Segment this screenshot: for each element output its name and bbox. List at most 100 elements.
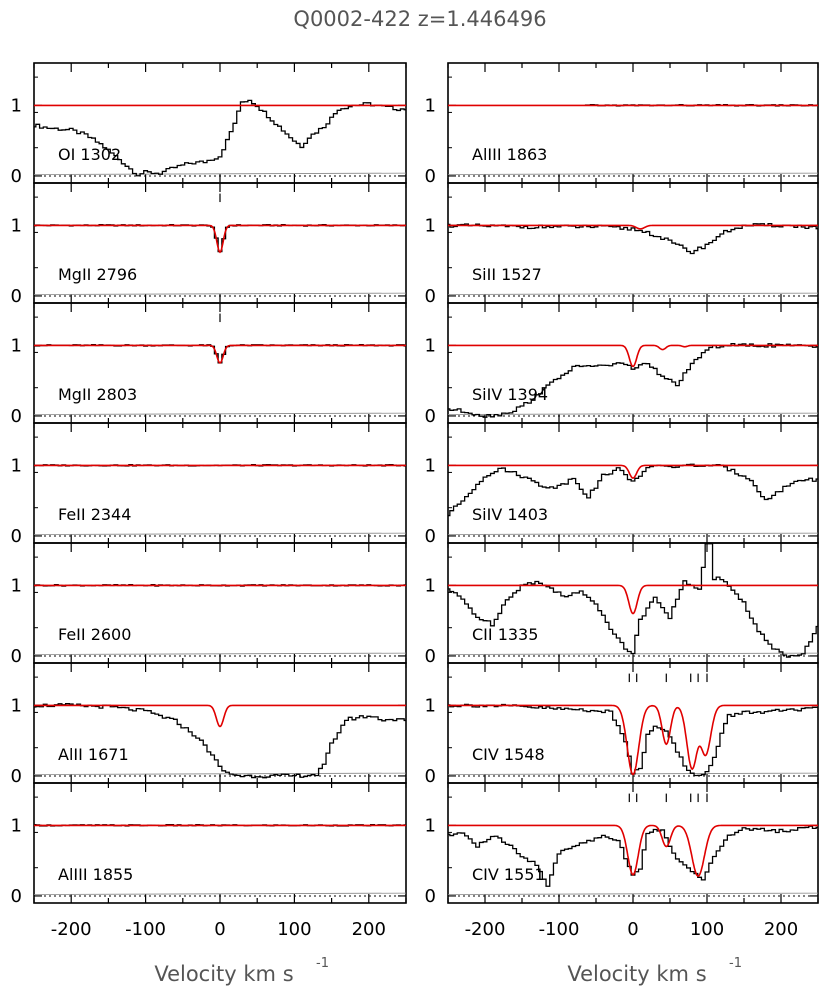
flux-spectrum [448,342,818,418]
y-tick-label: 0 [425,526,436,547]
flux-spectrum [448,543,818,658]
panel-ion-label: SiIV 1394 [472,385,548,404]
y-tick-label: 1 [11,455,22,476]
spectrum-panel: 1 0 OI 1302 [11,62,407,187]
spectrum-panel: 1 0 AlIII 1855 [11,782,407,907]
panel-ion-label: CIV 1551 [472,865,545,884]
x-tick-label: -200 [465,919,506,940]
error-spectrum-line [447,892,819,895]
panel-frame [33,782,407,904]
spectrum-panel: 1 0 AlIII 1863 [425,62,819,187]
y-tick-label: 1 [425,695,436,716]
model-fit-line [448,584,818,615]
y-tick-label: 0 [11,766,22,787]
y-tick-label: 1 [425,215,436,236]
y-tick-label: 1 [425,95,436,116]
x-tick-label: 100 [277,919,311,940]
model-fit-line [448,224,818,230]
panel-ion-label: CII 1335 [472,625,538,644]
y-tick-label: 1 [425,575,436,596]
x-tick-label: 100 [690,919,724,940]
flux-spectrum [448,222,818,255]
figure-title: Q0002-422 z=1.446496 [293,7,546,31]
x-axis-title: Velocity km s [154,962,293,986]
model-fit-line [34,344,406,364]
panel-ion-label: AlIII 1855 [58,865,133,884]
spectrum-panel: 1 0 CIV 1551 [425,782,819,907]
panel-frame [447,422,819,544]
panel-frame [33,62,407,184]
error-spectrum-line [33,172,407,175]
flux-spectrum [34,99,406,177]
flux-spectrum [448,463,818,517]
panel-ion-label: FeII 2600 [58,625,131,644]
error-spectrum-line [447,172,819,175]
spectrum-panel: 1 0 FeII 2600 [11,542,407,667]
y-tick-label: 1 [425,815,436,836]
y-tick-label: 0 [11,886,22,907]
panel-ion-label: AlIII 1863 [472,145,547,164]
flux-spectrum [34,224,406,253]
error-spectrum-line [33,532,407,535]
model-fit-line [448,704,818,776]
panel-ion-label: SiIV 1403 [472,505,548,524]
y-tick-label: 1 [425,335,436,356]
spectrum-panel: 1 0 MgII 2803 [11,302,407,427]
panel-frame [33,422,407,544]
panel-frame [447,62,819,184]
panel-frame [447,782,819,904]
y-tick-label: 0 [11,646,22,667]
panel-ion-label: SiII 1527 [472,265,542,284]
y-tick-label: 0 [11,166,22,187]
x-tick-label: 0 [214,919,225,940]
y-tick-label: 0 [425,286,436,307]
x-tick-label: -100 [539,919,580,940]
y-tick-label: 0 [425,646,436,667]
spectrum-panel: 1 0 MgII 2796 [11,182,407,307]
y-tick-label: 0 [425,406,436,427]
y-tick-label: 1 [11,95,22,116]
flux-spectrum [34,344,406,364]
panel-frame [33,662,407,784]
panel-ion-label: CIV 1548 [472,745,545,764]
error-spectrum-line [33,412,407,415]
y-tick-label: 1 [425,455,436,476]
y-tick-label: 0 [11,406,22,427]
x-tick-label: -200 [51,919,92,940]
velocity-axis-labels: -200 -100 0 100 200 Velocity km s -1 -200 -100 0 1… [51,919,798,986]
panel-frame [33,542,407,664]
panel-ion-label: AlII 1671 [58,745,129,764]
flux-spectrum [34,703,406,779]
x-axis-title-exponent: -1 [316,956,329,971]
panel-frame [447,542,819,664]
spectrum-panel: 1 0 CII 1335 [425,542,819,667]
error-spectrum-line [33,772,407,775]
y-tick-label: 0 [11,526,22,547]
spectrum-panel: 1 0 CIV 1548 [425,662,819,787]
y-tick-label: 0 [425,166,436,187]
y-tick-label: 0 [11,286,22,307]
error-spectrum-line [33,892,407,895]
error-spectrum-line [33,292,407,295]
spectrum-panel: 1 0 SiII 1527 [425,182,819,307]
model-fit-line [448,344,818,368]
y-tick-label: 1 [11,335,22,356]
spectrum-panel: 1 0 SiIV 1394 [425,302,819,427]
flux-spectrum [448,703,818,777]
x-tick-label: 200 [352,919,386,940]
spectrum-panel: 1 0 AlII 1671 [11,662,407,787]
x-tick-label: -100 [125,919,166,940]
y-tick-label: 1 [11,695,22,716]
x-tick-label: 200 [764,919,798,940]
y-tick-label: 0 [425,766,436,787]
model-fit-line [34,704,406,728]
panel-frame [447,662,819,784]
panel-ion-label: FeII 2344 [58,505,131,524]
model-fit-line [448,464,818,479]
error-spectrum-line [447,532,819,535]
y-tick-label: 1 [11,815,22,836]
y-tick-label: 0 [425,886,436,907]
panel-frame [447,182,819,304]
model-fit-line [34,224,406,254]
